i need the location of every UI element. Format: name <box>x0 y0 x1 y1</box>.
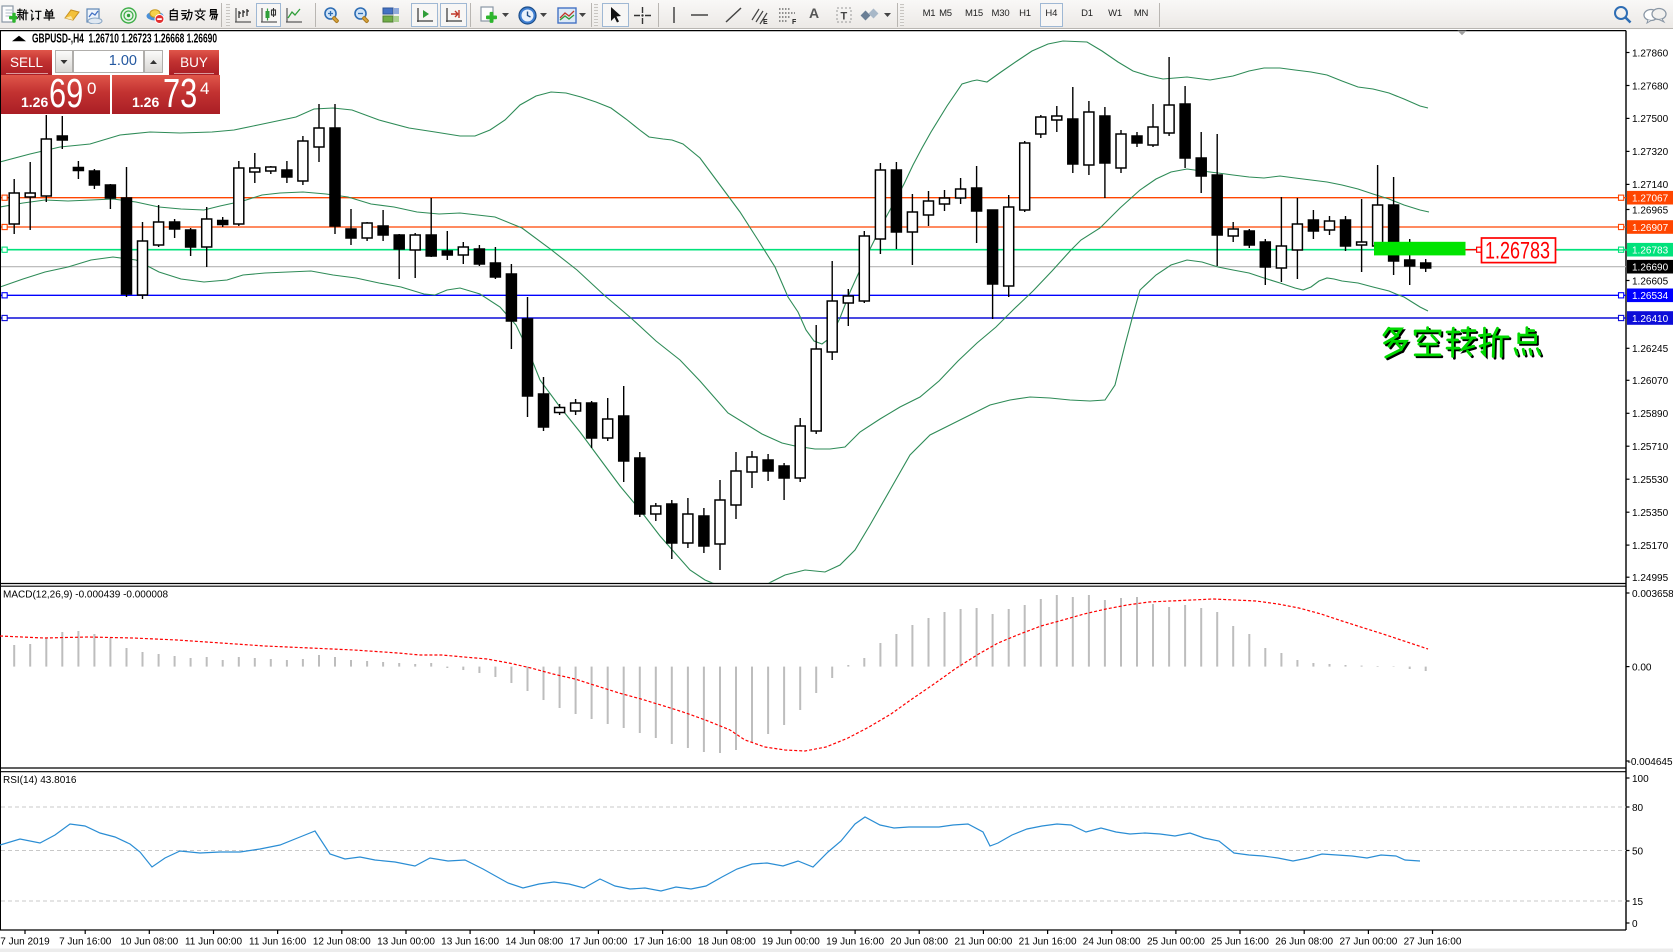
svg-text:15: 15 <box>1632 897 1644 908</box>
svg-text:1.26605: 1.26605 <box>1632 276 1669 287</box>
svg-text:1.26690: 1.26690 <box>1632 263 1669 274</box>
svg-text:GBPUSD-,H4 1.26710 1.26723 1.: GBPUSD-,H4 1.26710 1.26723 1.26668 1.266… <box>32 32 217 46</box>
svg-text:19 Jun 16:00: 19 Jun 16:00 <box>826 937 884 948</box>
svg-text:1.26783: 1.26783 <box>1632 246 1669 257</box>
svg-text:19 Jun 00:00: 19 Jun 00:00 <box>762 937 820 948</box>
svg-text:25 Jun 16:00: 25 Jun 16:00 <box>1211 937 1269 948</box>
svg-text:0.00: 0.00 <box>1632 662 1652 673</box>
svg-text:-0.004645: -0.004645 <box>1628 757 1673 768</box>
svg-text:1.26070: 1.26070 <box>1632 376 1669 387</box>
svg-text:14 Jun 08:00: 14 Jun 08:00 <box>505 937 563 948</box>
svg-text:0.003658: 0.003658 <box>1632 589 1673 600</box>
svg-text:F: F <box>792 19 797 25</box>
svg-text:1.26245: 1.26245 <box>1632 344 1669 355</box>
svg-text:1.26907: 1.26907 <box>1632 223 1669 234</box>
svg-text:24 Jun 08:00: 24 Jun 08:00 <box>1083 937 1141 948</box>
svg-text:1.25350: 1.25350 <box>1632 508 1669 519</box>
svg-text:1.26783: 1.26783 <box>1485 238 1550 265</box>
svg-text:11 Jun 00:00: 11 Jun 00:00 <box>185 937 243 948</box>
svg-text:MACD(12,26,9) -0.000439 -0.000: MACD(12,26,9) -0.000439 -0.000008 <box>3 590 169 601</box>
svg-text:RSI(14) 43.8016: RSI(14) 43.8016 <box>3 775 77 786</box>
svg-text:13 Jun 16:00: 13 Jun 16:00 <box>441 937 499 948</box>
svg-text:1.27500: 1.27500 <box>1632 114 1669 125</box>
svg-text:20 Jun 08:00: 20 Jun 08:00 <box>890 937 948 948</box>
svg-text:12 Jun 08:00: 12 Jun 08:00 <box>313 937 371 948</box>
svg-text:1.26410: 1.26410 <box>1632 314 1669 325</box>
svg-text:E: E <box>763 19 768 25</box>
svg-text:1.27320: 1.27320 <box>1632 147 1669 158</box>
svg-text:25 Jun 00:00: 25 Jun 00:00 <box>1147 937 1205 948</box>
svg-text:1.26534: 1.26534 <box>1632 291 1669 302</box>
svg-text:1.25170: 1.25170 <box>1632 541 1669 552</box>
svg-text:50: 50 <box>1632 846 1644 857</box>
svg-text:1.26965: 1.26965 <box>1632 205 1669 216</box>
svg-text:1.27067: 1.27067 <box>1632 194 1669 205</box>
svg-text:1.27680: 1.27680 <box>1632 81 1669 92</box>
svg-text:100: 100 <box>1632 774 1649 785</box>
svg-text:0: 0 <box>1632 919 1638 930</box>
svg-text:27 Jun 16:00: 27 Jun 16:00 <box>1404 937 1462 948</box>
svg-text:18 Jun 08:00: 18 Jun 08:00 <box>698 937 756 948</box>
svg-text:1.24995: 1.24995 <box>1632 573 1669 584</box>
svg-text:11 Jun 16:00: 11 Jun 16:00 <box>249 937 307 948</box>
svg-text:1.27860: 1.27860 <box>1632 48 1669 59</box>
svg-text:26 Jun 08:00: 26 Jun 08:00 <box>1275 937 1333 948</box>
svg-text:1.25530: 1.25530 <box>1632 475 1669 486</box>
svg-text:1.25710: 1.25710 <box>1632 442 1669 453</box>
svg-text:1.27140: 1.27140 <box>1632 180 1669 191</box>
svg-text:80: 80 <box>1632 803 1644 814</box>
svg-text:27 Jun 00:00: 27 Jun 00:00 <box>1339 937 1397 948</box>
svg-text:10 Jun 08:00: 10 Jun 08:00 <box>120 937 178 948</box>
svg-text:17 Jun 16:00: 17 Jun 16:00 <box>634 937 692 948</box>
svg-text:1.25890: 1.25890 <box>1632 409 1669 420</box>
svg-text:T: T <box>841 11 848 23</box>
svg-text:7 Jun 2019: 7 Jun 2019 <box>0 937 50 948</box>
svg-text:7 Jun 16:00: 7 Jun 16:00 <box>59 937 112 948</box>
svg-text:13 Jun 00:00: 13 Jun 00:00 <box>377 937 435 948</box>
svg-text:21 Jun 00:00: 21 Jun 00:00 <box>954 937 1012 948</box>
svg-text:17 Jun 00:00: 17 Jun 00:00 <box>569 937 627 948</box>
svg-text:21 Jun 16:00: 21 Jun 16:00 <box>1019 937 1077 948</box>
